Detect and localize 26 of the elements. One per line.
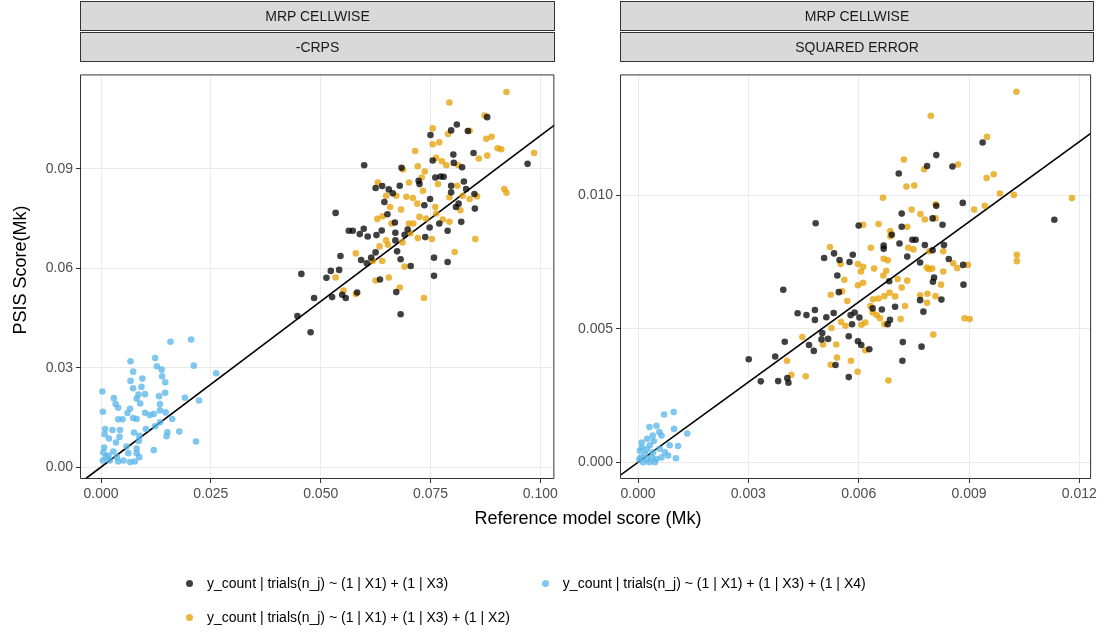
chart-subtitle: SQUARED ERROR xyxy=(795,39,919,55)
x-tick-label: 0.009 xyxy=(951,485,987,502)
x-tick-label: 0.000 xyxy=(83,485,119,502)
x-tick-label: 0.025 xyxy=(193,485,229,502)
legend-label: y_count | trials(n_j) ~ (1 | X1) + (1 | X3) xyxy=(207,575,449,591)
chart-subtitle: -CRPS xyxy=(295,39,340,55)
legend-label: y_count | trials(n_j) ~ (1 | X1) + (1 | X3) + (1 | X2) xyxy=(207,609,510,625)
y-tick-label: 0.06 xyxy=(45,259,74,276)
x-tick-label: 0.050 xyxy=(303,485,339,502)
x-tick-label: 0.000 xyxy=(620,485,656,502)
chart-title: MRP CELLWISE xyxy=(265,8,370,24)
x-tick-label: 0.012 xyxy=(1061,485,1098,502)
y-tick-label: 0.00 xyxy=(45,457,74,474)
x-tick-label: 0.100 xyxy=(522,485,559,502)
x-tick-label: 0.003 xyxy=(730,485,767,502)
x-tick-label: 0.006 xyxy=(841,485,877,502)
y-axis-title: PSIS Score(Mk) xyxy=(9,205,31,335)
legend-label: y_count | trials(n_j) ~ (1 | X1) + (1 | X3) + (1 | X4) xyxy=(562,575,866,591)
x-axis-title: Reference model score (Mk) xyxy=(474,507,702,529)
y-tick-label: 0.010 xyxy=(577,186,614,203)
chart-title: MRP CELLWISE xyxy=(804,8,910,24)
y-tick-label: 0.000 xyxy=(577,453,614,470)
y-tick-label: 0.09 xyxy=(45,159,74,176)
y-tick-label: 0.03 xyxy=(45,358,74,375)
y-tick-label: 0.005 xyxy=(577,319,614,336)
x-tick-label: 0.075 xyxy=(412,485,449,502)
